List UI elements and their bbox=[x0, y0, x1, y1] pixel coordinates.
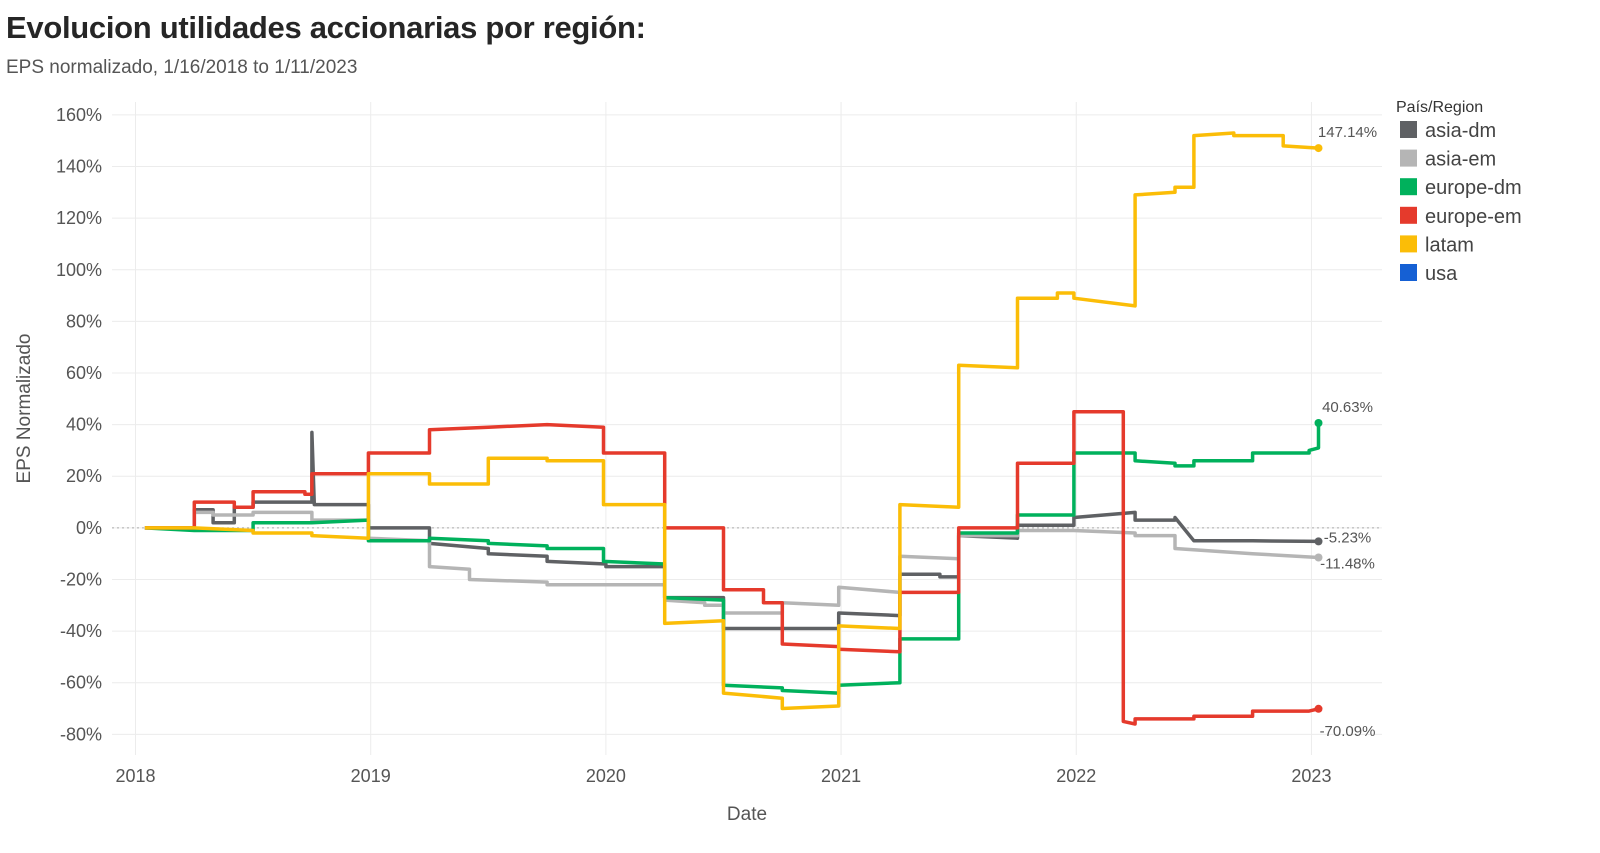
series-line-latam bbox=[144, 131, 1319, 711]
y-tick-label: 20% bbox=[66, 466, 102, 486]
x-axis-label: Date bbox=[727, 804, 767, 825]
end-label-asia-dm: -5.23% bbox=[1324, 529, 1372, 546]
end-point-asia-em bbox=[1314, 553, 1323, 562]
legend-swatch-asia-em bbox=[1400, 149, 1417, 167]
legend-swatch-europe-dm bbox=[1400, 178, 1417, 196]
x-tick-label: 2019 bbox=[351, 766, 391, 786]
legend-label-usa: usa bbox=[1425, 263, 1458, 285]
y-tick-label: 0% bbox=[76, 518, 102, 538]
chart-title: Evolucion utilidades accionarias por reg… bbox=[6, 10, 646, 45]
legend-title: País/Region bbox=[1396, 99, 1483, 116]
chart-subtitle: EPS normalizado, 1/16/2018 to 1/11/2023 bbox=[6, 57, 358, 78]
end-point-asia-dm bbox=[1314, 537, 1323, 546]
y-tick-label: 80% bbox=[66, 311, 102, 331]
x-tick-label: 2022 bbox=[1056, 766, 1096, 786]
series-line-asia-em bbox=[144, 510, 1319, 615]
legend-swatch-asia-dm bbox=[1400, 121, 1417, 138]
y-axis-label: EPS Normalizado bbox=[14, 334, 35, 484]
series-line-europe-em bbox=[144, 409, 1319, 726]
end-point-europe-dm bbox=[1314, 419, 1323, 428]
end-label-latam: 147.14% bbox=[1318, 124, 1377, 141]
end-label-asia-em: -11.48% bbox=[1320, 555, 1375, 572]
x-tick-label: 2020 bbox=[586, 766, 626, 786]
legend-label-asia-dm: asia-dm bbox=[1425, 120, 1496, 142]
y-tick-label: 120% bbox=[56, 208, 102, 228]
gridlines bbox=[112, 102, 1382, 755]
y-tick-label: 160% bbox=[56, 105, 102, 125]
y-tick-label: -80% bbox=[60, 724, 102, 744]
y-tick-label: -20% bbox=[60, 569, 102, 589]
x-tick-label: 2021 bbox=[821, 766, 861, 786]
x-axis-ticks: 2018 2019 2020 2021 2022 2023 bbox=[115, 766, 1331, 786]
series-lines bbox=[144, 131, 1321, 726]
x-tick-label: 2023 bbox=[1291, 766, 1331, 786]
y-tick-label: 40% bbox=[66, 415, 102, 435]
legend-label-latam: latam bbox=[1425, 234, 1474, 256]
series-line-europe-dm bbox=[144, 423, 1321, 695]
y-tick-label: -40% bbox=[60, 621, 102, 641]
end-label-europe-dm: 40.63% bbox=[1322, 399, 1373, 416]
end-point-europe-em bbox=[1314, 704, 1323, 713]
legend-label-europe-em: europe-em bbox=[1425, 206, 1522, 228]
y-tick-label: 60% bbox=[66, 363, 102, 383]
y-tick-label: -60% bbox=[60, 673, 102, 693]
legend-label-europe-dm: europe-dm bbox=[1425, 177, 1522, 199]
y-axis-ticks: -80% -60% -40% -20% 0% 20% 40% 60% 80% 100% 120% 14… bbox=[56, 105, 102, 744]
legend-swatch-europe-em bbox=[1400, 206, 1417, 224]
legend: País/Region asia-dm asia-em europe-dm europ… bbox=[1396, 99, 1522, 285]
y-tick-label: 100% bbox=[56, 260, 102, 280]
x-tick-label: 2018 bbox=[115, 766, 155, 786]
end-label-europe-em: -70.09% bbox=[1320, 723, 1376, 740]
y-tick-label: 140% bbox=[56, 157, 102, 177]
legend-swatch-latam bbox=[1400, 235, 1417, 253]
legend-swatch-usa bbox=[1400, 264, 1417, 281]
end-labels: -5.23% -11.48% 40.63% -70.09% 147.14% bbox=[1314, 124, 1377, 740]
end-point-latam bbox=[1314, 144, 1323, 153]
legend-label-asia-em: asia-em bbox=[1425, 149, 1496, 171]
